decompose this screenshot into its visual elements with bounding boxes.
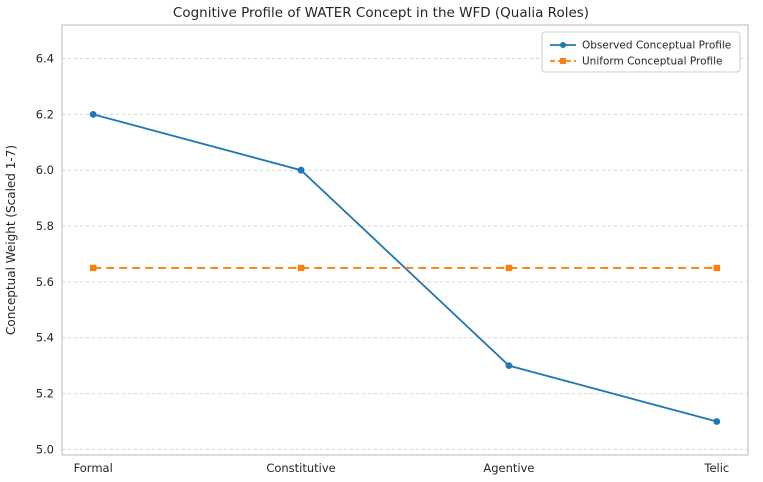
legend-marker bbox=[560, 42, 566, 48]
legend-label: Uniform Conceptual Profile bbox=[582, 56, 723, 68]
y-tick-label: 5.6 bbox=[36, 275, 54, 289]
y-tick-label: 6.4 bbox=[36, 52, 54, 66]
data-point-marker bbox=[89, 110, 97, 118]
data-point-marker bbox=[505, 264, 513, 272]
legend-label: Observed Conceptual Profile bbox=[582, 40, 731, 52]
series-line bbox=[92, 113, 718, 423]
y-tick-label: 6.2 bbox=[36, 107, 54, 121]
x-tick-label: Formal bbox=[74, 461, 113, 475]
y-tick-label: 6.0 bbox=[36, 163, 54, 177]
data-point-marker bbox=[713, 264, 721, 272]
y-axis-label: Conceptual Weight (Scaled 1-7) bbox=[4, 145, 18, 335]
data-point-marker bbox=[505, 362, 513, 370]
data-point-marker bbox=[297, 166, 305, 174]
y-tick-label: 5.8 bbox=[36, 219, 54, 233]
legend-marker bbox=[560, 58, 566, 64]
plot-border bbox=[61, 24, 749, 456]
y-tick-label: 5.2 bbox=[36, 387, 54, 401]
y-tick-label: 5.0 bbox=[36, 442, 54, 456]
plot-area: 5.0 5.2 5.4 5.6 5.8 6.0 6.2 6.4 Formal Constituti… bbox=[36, 24, 749, 475]
x-tick-label: Telic bbox=[703, 461, 729, 475]
y-tick-label: 5.4 bbox=[36, 331, 54, 345]
data-point-marker bbox=[713, 418, 721, 425]
legend bbox=[541, 31, 741, 73]
data-point-marker bbox=[297, 264, 305, 272]
x-tick-label: Constitutive bbox=[266, 461, 335, 475]
data-point-marker bbox=[89, 264, 97, 272]
chart-title: Cognitive Profile of WATER Concept in th… bbox=[173, 5, 589, 21]
x-tick-label: Agentive bbox=[483, 461, 534, 475]
